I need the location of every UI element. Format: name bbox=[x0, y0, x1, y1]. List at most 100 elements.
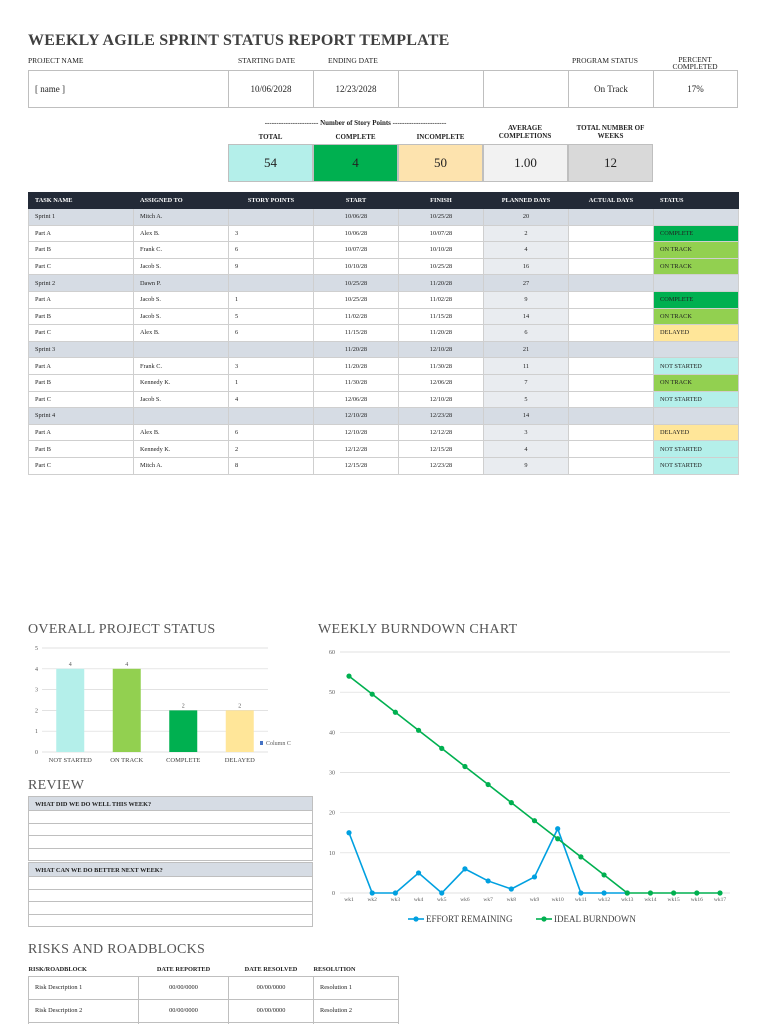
task-name-cell[interactable]: Sprint 4 bbox=[28, 407, 134, 425]
percent-completed-field[interactable]: 17% bbox=[653, 70, 738, 108]
assigned-to-cell[interactable]: Alex B. bbox=[133, 224, 229, 243]
project-name-field[interactable]: [ name ] bbox=[28, 70, 228, 108]
task-name-cell[interactable]: Part C bbox=[28, 456, 134, 475]
assigned-to-cell[interactable]: Kennedy K. bbox=[133, 373, 229, 392]
review-line[interactable] bbox=[28, 848, 313, 861]
review-line[interactable] bbox=[28, 836, 313, 849]
start-cell[interactable]: 10/06/28 bbox=[313, 208, 399, 226]
review-line[interactable] bbox=[28, 889, 313, 902]
actual-days-cell[interactable] bbox=[568, 407, 654, 425]
starting-date-field[interactable]: 10/06/2028 bbox=[228, 70, 313, 108]
finish-cell[interactable]: 12/06/28 bbox=[398, 373, 484, 392]
planned-days-cell[interactable]: 20 bbox=[483, 208, 569, 226]
status-cell[interactable]: NOT STARTED bbox=[653, 456, 739, 475]
finish-cell[interactable]: 11/30/28 bbox=[398, 357, 484, 375]
start-cell[interactable]: 12/15/28 bbox=[313, 456, 399, 475]
actual-days-cell[interactable] bbox=[568, 274, 654, 292]
start-cell[interactable]: 12/12/28 bbox=[313, 440, 399, 458]
actual-days-cell[interactable] bbox=[568, 423, 654, 442]
start-cell[interactable]: 10/10/28 bbox=[313, 257, 399, 276]
review-line[interactable] bbox=[28, 811, 313, 824]
status-cell[interactable]: ON TRACK bbox=[653, 241, 739, 259]
task-name-cell[interactable]: Part A bbox=[28, 224, 134, 243]
planned-days-cell[interactable]: 6 bbox=[483, 324, 569, 342]
status-cell[interactable]: ON TRACK bbox=[653, 257, 739, 276]
task-name-cell[interactable]: Part A bbox=[28, 423, 134, 442]
start-cell[interactable]: 10/06/28 bbox=[313, 224, 399, 243]
program-status-field[interactable]: On Track bbox=[568, 70, 653, 108]
planned-days-cell[interactable]: 5 bbox=[483, 390, 569, 409]
date-resolved-cell[interactable]: 00/00/0000 bbox=[228, 998, 314, 1023]
story-points-cell[interactable] bbox=[228, 208, 314, 226]
task-name-cell[interactable]: Part A bbox=[28, 357, 134, 375]
assigned-to-cell[interactable]: Mitch A. bbox=[133, 456, 229, 475]
start-cell[interactable]: 12/10/28 bbox=[313, 423, 399, 442]
task-name-cell[interactable]: Part C bbox=[28, 257, 134, 276]
actual-days-cell[interactable] bbox=[568, 357, 654, 375]
assigned-to-cell[interactable] bbox=[133, 407, 229, 425]
finish-cell[interactable]: 10/25/28 bbox=[398, 257, 484, 276]
task-name-cell[interactable]: Part C bbox=[28, 324, 134, 342]
finish-cell[interactable]: 11/02/28 bbox=[398, 290, 484, 309]
start-cell[interactable]: 10/25/28 bbox=[313, 290, 399, 309]
actual-days-cell[interactable] bbox=[568, 340, 654, 359]
status-cell[interactable]: NOT STARTED bbox=[653, 390, 739, 409]
story-points-cell[interactable] bbox=[228, 340, 314, 359]
planned-days-cell[interactable]: 3 bbox=[483, 423, 569, 442]
planned-days-cell[interactable]: 4 bbox=[483, 440, 569, 458]
planned-days-cell[interactable]: 2 bbox=[483, 224, 569, 243]
actual-days-cell[interactable] bbox=[568, 440, 654, 458]
finish-cell[interactable]: 11/20/28 bbox=[398, 324, 484, 342]
status-cell[interactable]: COMPLETE bbox=[653, 290, 739, 309]
assigned-to-cell[interactable]: Jacob S. bbox=[133, 307, 229, 326]
start-cell[interactable]: 11/02/28 bbox=[313, 307, 399, 326]
assigned-to-cell[interactable]: Jacob S. bbox=[133, 290, 229, 309]
review-line[interactable] bbox=[28, 914, 313, 927]
risk-description-cell[interactable]: Risk Description 2 bbox=[28, 998, 139, 1023]
start-cell[interactable]: 11/20/28 bbox=[313, 340, 399, 359]
finish-cell[interactable]: 12/15/28 bbox=[398, 440, 484, 458]
story-points-cell[interactable]: 8 bbox=[228, 456, 314, 475]
status-cell[interactable] bbox=[653, 274, 739, 292]
start-cell[interactable]: 10/07/28 bbox=[313, 241, 399, 259]
resolution-cell[interactable]: Resolution 1 bbox=[313, 975, 399, 1000]
assigned-to-cell[interactable]: Jacob S. bbox=[133, 390, 229, 409]
finish-cell[interactable]: 11/20/28 bbox=[398, 274, 484, 292]
task-name-cell[interactable]: Sprint 1 bbox=[28, 208, 134, 226]
story-points-cell[interactable]: 3 bbox=[228, 224, 314, 243]
assigned-to-cell[interactable]: Jacob S. bbox=[133, 257, 229, 276]
task-name-cell[interactable]: Part B bbox=[28, 307, 134, 326]
story-points-cell[interactable]: 3 bbox=[228, 357, 314, 375]
assigned-to-cell[interactable]: Mitch A. bbox=[133, 208, 229, 226]
story-points-cell[interactable]: 4 bbox=[228, 390, 314, 409]
finish-cell[interactable]: 10/25/28 bbox=[398, 208, 484, 226]
story-points-cell[interactable] bbox=[228, 407, 314, 425]
status-cell[interactable] bbox=[653, 340, 739, 359]
review-line[interactable] bbox=[28, 902, 313, 915]
start-cell[interactable]: 11/20/28 bbox=[313, 357, 399, 375]
status-cell[interactable] bbox=[653, 208, 739, 226]
actual-days-cell[interactable] bbox=[568, 373, 654, 392]
story-points-cell[interactable]: 6 bbox=[228, 423, 314, 442]
planned-days-cell[interactable]: 9 bbox=[483, 290, 569, 309]
assigned-to-cell[interactable]: Alex B. bbox=[133, 324, 229, 342]
planned-days-cell[interactable]: 16 bbox=[483, 257, 569, 276]
story-points-cell[interactable]: 1 bbox=[228, 373, 314, 392]
actual-days-cell[interactable] bbox=[568, 324, 654, 342]
story-points-cell[interactable]: 6 bbox=[228, 241, 314, 259]
status-cell[interactable]: COMPLETE bbox=[653, 224, 739, 243]
date-reported-cell[interactable]: 00/00/0000 bbox=[138, 998, 229, 1023]
date-resolved-cell[interactable]: 00/00/0000 bbox=[228, 975, 314, 1000]
review-line[interactable] bbox=[28, 823, 313, 836]
start-cell[interactable]: 10/25/28 bbox=[313, 274, 399, 292]
planned-days-cell[interactable]: 11 bbox=[483, 357, 569, 375]
finish-cell[interactable]: 12/10/28 bbox=[398, 340, 484, 359]
blank-field-2[interactable] bbox=[483, 70, 568, 108]
finish-cell[interactable]: 12/10/28 bbox=[398, 390, 484, 409]
status-cell[interactable]: NOT STARTED bbox=[653, 357, 739, 375]
assigned-to-cell[interactable]: Frank C. bbox=[133, 241, 229, 259]
story-points-cell[interactable]: 1 bbox=[228, 290, 314, 309]
story-points-cell[interactable] bbox=[228, 274, 314, 292]
finish-cell[interactable]: 10/10/28 bbox=[398, 241, 484, 259]
actual-days-cell[interactable] bbox=[568, 456, 654, 475]
